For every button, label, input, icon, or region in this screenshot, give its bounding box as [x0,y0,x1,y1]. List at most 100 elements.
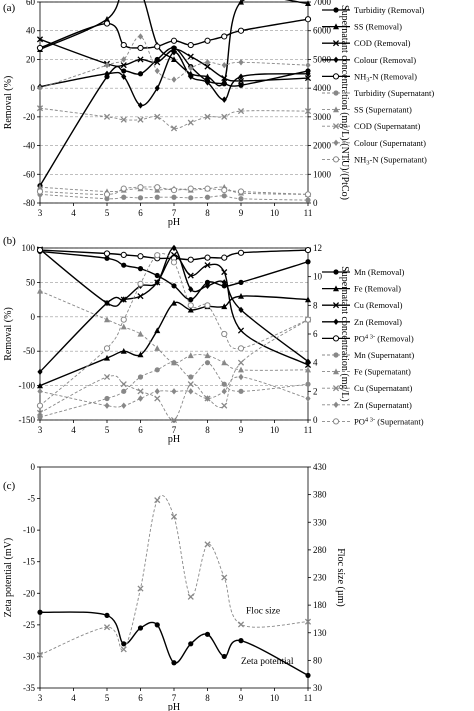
x-tick-label: 3 [38,693,43,703]
data-point [36,409,44,416]
y-tick-label: 60 [26,0,36,7]
data-point [204,194,211,200]
legend-text-part: (Supernatant) [375,416,424,426]
panel-label: (a) [3,2,16,14]
legend: Mn (Removal) Fe (Removal) Cu (Removal) Zn (… [322,267,424,426]
data-point [237,108,245,115]
x-tick-label: 8 [205,208,210,218]
y2-tick-label: 280 [313,545,327,555]
data-point [187,593,194,600]
x-axis-title: pH [168,217,180,228]
legend-text-part: NH [354,71,366,81]
data-point [120,62,127,69]
data-point [305,296,311,303]
x-tick-label: 9 [239,693,244,703]
data-point [171,660,177,666]
x-tick-label: 10 [270,208,280,218]
legend-label: Cu (Supernatant) [354,383,412,393]
data-point [120,646,127,653]
legend-text-part: PO [354,333,365,343]
data-point [204,279,211,285]
data-point [103,345,111,352]
series-5 [36,16,312,52]
data-point [204,541,211,548]
legend-marker [332,156,340,163]
data-point [154,113,161,120]
data-point [204,73,211,80]
data-point [104,395,110,402]
data-point [137,266,144,272]
data-point [37,84,43,92]
y2-axis-title: Supernatant concentration (mg/L) [339,266,350,402]
data-point [121,56,127,63]
data-point [103,20,111,27]
x-tick-label: 3 [38,208,43,218]
series-10 [36,252,312,409]
series-9 [37,33,311,92]
y2-tick-label: 7000 [313,0,332,7]
data-point [305,259,311,265]
legend-label: Fe (Removal) [354,284,401,294]
data-point [137,351,144,358]
legend-label: Cu (Removal) [354,300,403,310]
series-8 [36,316,312,424]
x-tick-label: 9 [239,208,244,218]
data-point [238,73,244,80]
chart-panel-1: (a) -80 -60 -40 -20 0 20 40 60 0 1000 2000 3000 4000 5… [3,0,434,228]
data-point [171,56,177,63]
x-tick-label: 10 [270,425,280,435]
data-point [104,354,110,361]
data-point [137,56,144,63]
y2-tick-label: 230 [313,573,327,583]
data-point [238,59,244,66]
y-tick-label: -35 [23,683,35,693]
x-tick-label: 9 [239,425,244,435]
data-point [204,63,211,70]
data-point [170,513,178,520]
data-point [137,395,144,402]
y2-tick-label: 2000 [313,141,332,151]
legend-marker [333,401,339,408]
data-point [120,323,127,330]
x-tick-label: 7 [172,693,177,703]
legend-label: Turbidity (Supernatant) [354,88,434,98]
y-tick-label: -30 [23,651,35,661]
data-point [204,302,211,309]
panel-label: (b) [3,235,16,247]
legend-label: Zn (Supernatant) [354,400,412,410]
data-point [221,359,228,366]
data-point [121,388,127,394]
data-point [154,497,161,504]
data-point [188,297,194,303]
data-point [37,287,43,294]
data-point [154,622,160,628]
legend-text-sub: 3 [366,159,369,166]
data-point [238,366,244,373]
y2-tick-label: 12 [313,243,322,253]
data-point [204,262,211,269]
data-point [137,44,144,52]
data-point [204,352,211,359]
y2-tick-label: 3000 [313,112,332,122]
legend: Turbidity (Removal) SS (Removal) COD (Remo… [322,5,434,166]
data-point [221,75,228,82]
legend-marker [333,352,339,358]
series-line [39,376,309,408]
data-point [305,381,311,387]
data-point [304,316,312,323]
y2-tick-label: 6000 [313,26,332,36]
data-point [137,585,144,592]
legend-marker [333,318,339,325]
data-point [221,33,228,40]
data-point [187,272,194,279]
data-point [137,293,144,300]
legend-marker [333,368,339,375]
data-point [120,251,127,258]
data-point [154,59,161,66]
legend-label: PO4 3- (Removal) [354,333,414,343]
legend-label: Colour (Supernatant) [354,138,426,148]
y-tick-label: 0 [31,462,36,472]
data-point [171,49,177,56]
data-point [121,73,127,80]
